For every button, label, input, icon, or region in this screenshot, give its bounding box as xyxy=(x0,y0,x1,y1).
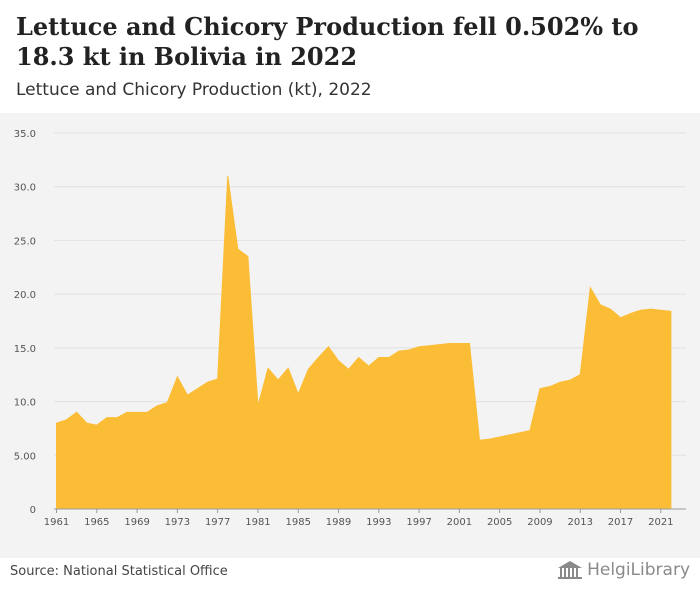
chart-header: Lettuce and Chicory Production fell 0.50… xyxy=(0,0,700,113)
x-tick-label: 1981 xyxy=(245,517,270,528)
x-tick-label: 1997 xyxy=(406,517,431,528)
y-tick-label: 25.0 xyxy=(14,236,36,247)
area-chart: 0 5.00 10.0 15.0 20.0 25.0 30.0 35.0 1961 1965 196… xyxy=(0,113,700,558)
y-tick-label: 10.0 xyxy=(14,398,36,409)
brand-name: HelgiLibrary xyxy=(587,560,690,580)
y-tick-label: 20.0 xyxy=(14,290,36,301)
y-tick-label: 15.0 xyxy=(14,344,36,355)
brand-logo[interactable]: HelgiLibrary xyxy=(557,560,690,580)
series-area xyxy=(57,176,671,509)
chart-footer: Source: National Statistical Office Helg… xyxy=(0,558,700,596)
x-tick-label: 1977 xyxy=(205,517,230,528)
x-tick-label: 1969 xyxy=(124,517,149,528)
x-tick-label: 2013 xyxy=(568,517,593,528)
library-icon xyxy=(557,560,583,580)
x-tick-label: 1965 xyxy=(84,517,109,528)
x-tick-label: 2017 xyxy=(608,517,633,528)
y-tick-label: 0 xyxy=(30,505,36,516)
chart-title: Lettuce and Chicory Production fell 0.50… xyxy=(16,12,686,72)
x-tick-label: 2001 xyxy=(447,517,472,528)
chart-area: 0 5.00 10.0 15.0 20.0 25.0 30.0 35.0 1961 1965 196… xyxy=(0,113,700,558)
y-tick-label: 30.0 xyxy=(14,183,36,194)
x-tick-label: 2009 xyxy=(527,517,552,528)
source-note: Source: National Statistical Office xyxy=(10,564,228,579)
x-tick-label: 1973 xyxy=(165,517,190,528)
x-tick-label: 2005 xyxy=(487,517,512,528)
x-tick-label: 1993 xyxy=(366,517,391,528)
chart-subtitle: Lettuce and Chicory Production (kt), 202… xyxy=(16,80,372,100)
x-tick-label: 2021 xyxy=(648,517,673,528)
y-tick-label: 35.0 xyxy=(14,129,36,140)
x-tick-label: 1989 xyxy=(326,517,351,528)
x-tick-label: 1961 xyxy=(44,517,69,528)
y-tick-label: 5.00 xyxy=(14,451,36,462)
x-tick-label: 1985 xyxy=(286,517,311,528)
